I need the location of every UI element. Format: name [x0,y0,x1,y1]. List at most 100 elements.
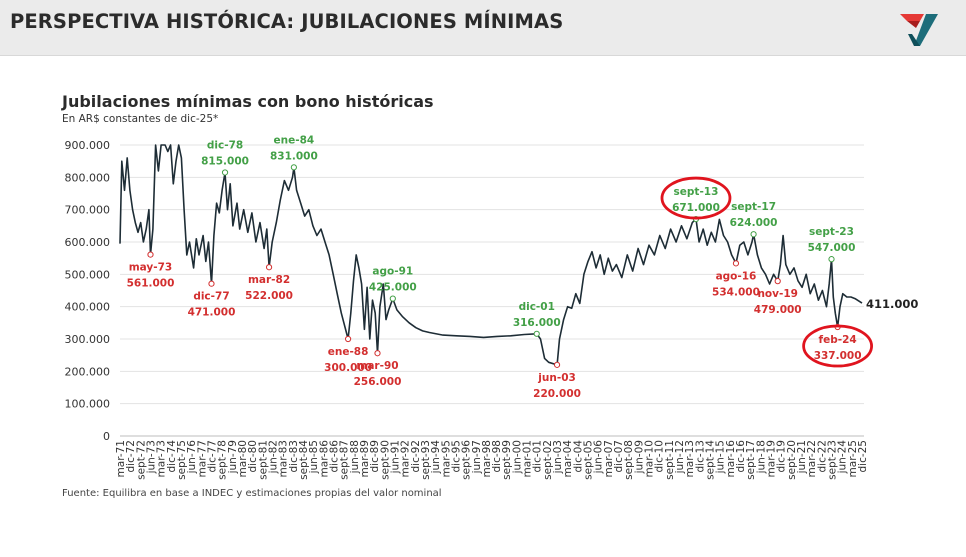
annotation-marker [221,169,229,176]
x-tick-label: dic-10 [654,440,666,473]
y-tick-label: 800.000 [65,171,111,184]
x-tick-label: mar-83 [278,440,290,477]
annotation-value: 534.000 [712,286,760,298]
annotation-date: ene-88 [328,346,369,358]
y-tick-label: 600.000 [65,236,111,249]
x-tick-label: sept-08 [623,440,635,480]
annotation-date: feb-24 [819,334,857,346]
annotation-marker [290,164,297,171]
series-line [119,144,863,366]
annotation-marker [732,260,740,267]
x-tick-label: dic-19 [776,440,788,473]
y-tick-label: 500.000 [65,268,111,281]
x-tick-label: dic-04 [572,440,584,473]
x-tick-label: mar-16 [725,440,737,478]
x-tick-label: dic-86 [328,440,340,473]
x-tick-label: dic-16 [735,440,747,473]
x-tick-label: jun-18 [755,440,767,474]
annotation-date: nov-19 [757,288,798,300]
page-title: PERSPECTIVA HISTÓRICA: JUBILACIONES MÍNI… [10,10,564,33]
annotation-value: 479.000 [754,304,802,316]
annotation-date: dic-78 [207,139,243,151]
annotation-value: 624.000 [730,217,778,229]
x-tick-label: dic-22 [816,440,828,473]
annotation-marker [533,330,540,337]
highlight-circle [660,176,732,220]
x-tick-label: jun-24 [837,440,849,475]
gridlines [120,144,864,437]
annotation-marker [147,251,154,258]
annotation-marker [553,361,561,368]
x-tick-label: jun-94 [430,440,442,475]
annotation-date: may-73 [129,262,173,274]
x-tick-label: mar-98 [481,440,493,477]
source-note: Fuente: Equilibra en base a INDEC y esti… [62,488,442,499]
annotation-date: dic-77 [193,291,229,303]
x-tick-label: sept-93 [420,440,432,480]
x-tick-label: jun-76 [186,440,198,475]
x-tick-label: jun-09 [633,440,645,474]
annotation-marker [208,280,215,287]
y-tick-label: 700.000 [65,204,111,217]
annotation-marker [265,264,273,271]
annotation-date: sept-13 [674,186,719,198]
annotation-value: 220.000 [533,388,581,400]
annotation-marker [374,350,381,357]
y-tick-label: 400.000 [65,301,111,314]
y-tick-label: 900.000 [65,139,111,152]
x-tick-label: jun-82 [267,440,279,474]
annotation-date: jun-03 [537,372,576,384]
x-tick-label: sept-78 [217,440,229,480]
x-tick-label: sept-84 [298,440,310,480]
annotation-marker [774,278,781,285]
x-tick-label: mar-19 [766,440,778,477]
annotation-value: 547.000 [808,242,856,254]
x-tick-label: jun-79 [227,440,239,474]
chart-title: Jubilaciones mínimas con bono históricas [62,92,434,111]
y-tick-label: 100.000 [65,398,111,411]
x-tick-label: jun-00 [511,440,523,474]
y-axis: 0 100.000 200.000 300.000 400.000 500.000 600.… [65,139,111,443]
x-tick-label: mar-89 [359,440,371,477]
annotation-value: 815.000 [201,155,249,167]
x-tick-label: mar-95 [440,440,452,477]
x-tick-label: jun-15 [715,440,727,474]
annotation-value: 671.000 [672,202,720,214]
annotations: may-73 561.000 dic-77 471.000 dic-78 815.000 m… [127,134,919,400]
annotation-date: mar-82 [248,274,290,286]
x-tick-label: mar-73 [156,440,168,477]
x-tick-label: jun-85 [308,440,320,474]
x-tick-label: mar-13 [684,440,696,477]
x-tick-label: sept-81 [257,440,269,480]
x-tick-label: dic-25 [857,440,869,473]
annotation-date: sept-17 [731,201,776,213]
annotation-date: ene-84 [274,134,315,146]
x-tick-label: mar-07 [603,440,615,477]
x-tick-label: jun-03 [552,440,564,474]
x-tick-label: dic-89 [369,440,381,473]
x-tick-label: sept-75 [176,440,188,480]
x-tick-label: dic-77 [206,440,218,473]
annotation-marker [389,295,396,302]
x-tick-label: dic-80 [247,440,259,473]
x-axis: mar-71dic-72sept-72jun-73mar-73dic-74sep… [115,440,869,480]
x-tick-label: dic-72 [125,440,137,473]
x-tick-label: mar-71 [115,440,127,477]
x-tick-label: mar-25 [847,440,859,477]
x-tick-label: dic-01 [532,440,544,473]
x-tick-label: sept-14 [705,440,717,480]
brand-v-logo-icon [900,14,938,46]
annotation-value: 300.000 [324,362,372,374]
x-tick-label: sept-23 [827,440,839,480]
highlight-circle [802,324,874,368]
annotation-date: ago-91 [372,266,413,278]
x-tick-label: dic-83 [288,440,300,473]
x-tick-label: mar-04 [562,440,574,478]
x-tick-label: sept-17 [745,440,757,480]
annotation-value: 522.000 [245,290,293,302]
x-tick-label: sept-20 [786,440,798,480]
y-tick-label: 0 [103,430,110,443]
x-tick-label: sept-96 [461,440,473,480]
y-tick-label: 200.000 [65,365,111,378]
